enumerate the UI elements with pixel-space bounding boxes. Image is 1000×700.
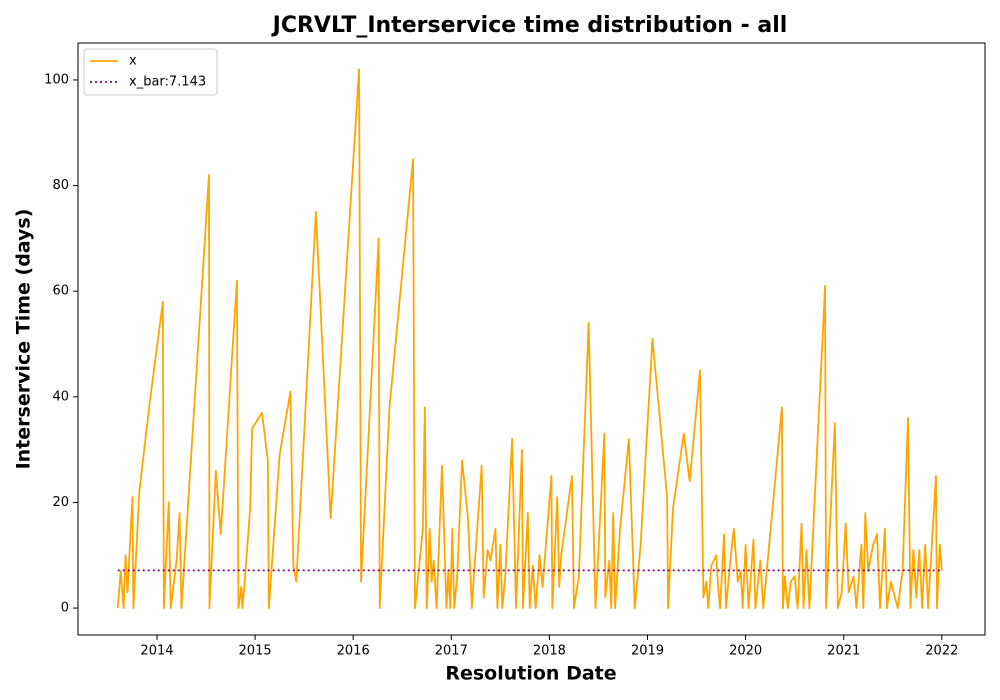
x-tick-label: 2015 xyxy=(239,644,272,659)
y-tick-label: 40 xyxy=(52,389,69,404)
x-tick-label: 2014 xyxy=(140,644,173,659)
x-tick-label: 2018 xyxy=(533,644,566,659)
legend-label: x_bar:7.143 xyxy=(129,75,206,90)
y-tick-label: 0 xyxy=(61,601,69,616)
y-tick-label: 100 xyxy=(44,72,69,87)
y-axis-label: Interservice Time (days) xyxy=(13,209,35,470)
x-tick-label: 2017 xyxy=(435,644,468,659)
legend-label: x xyxy=(129,54,137,69)
x-axis-label: Resolution Date xyxy=(445,663,616,685)
x-tick-label: 2021 xyxy=(827,644,860,659)
y-tick-label: 80 xyxy=(52,178,69,193)
series-line xyxy=(116,68,943,609)
x-tick-label: 2016 xyxy=(337,644,370,659)
y-tick-label: 60 xyxy=(52,284,69,299)
chart-title: JCRVLT_Interservice time distribution - … xyxy=(271,13,788,38)
plot-frame xyxy=(77,42,986,636)
x-tick-label: 2022 xyxy=(925,644,958,659)
x-tick-label: 2019 xyxy=(631,644,664,659)
y-tick-label: 20 xyxy=(52,495,69,510)
x-tick-label: 2020 xyxy=(729,644,762,659)
